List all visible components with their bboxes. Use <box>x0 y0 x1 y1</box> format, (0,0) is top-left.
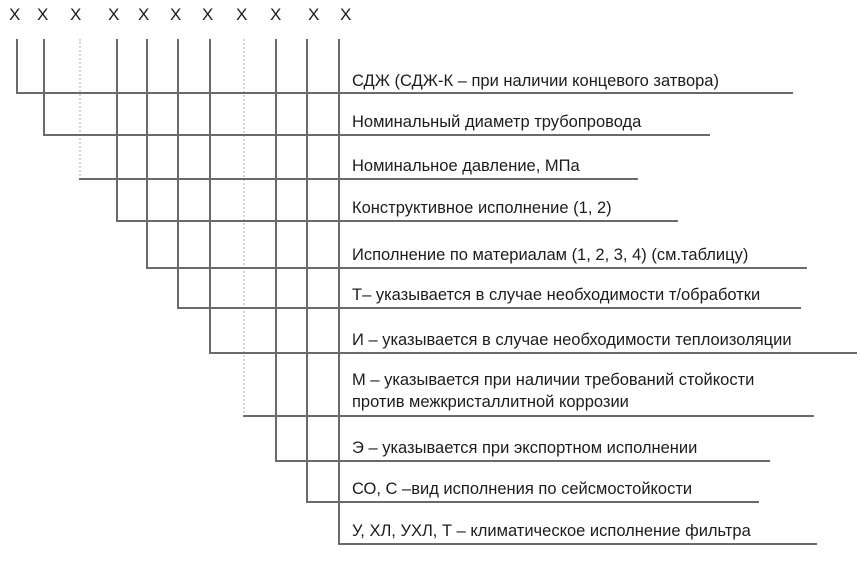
code-placeholder-4: Х <box>108 5 120 24</box>
row-label: Конструктивное исполнение (1, 2) <box>352 199 612 217</box>
row-underline <box>43 134 710 136</box>
code-placeholder-10: Х <box>308 5 320 24</box>
connector-vline-2 <box>43 39 45 136</box>
connector-vline-4 <box>116 39 118 222</box>
row-underline <box>209 352 857 354</box>
connector-vline-11 <box>338 39 340 545</box>
row-label: Номинальное давление, МПа <box>352 157 580 175</box>
row-underline <box>243 415 814 417</box>
connector-vline-9 <box>275 39 277 462</box>
connector-vline-6 <box>177 39 179 309</box>
row-label: У, ХЛ, УХЛ, Т – климатическое исполнение… <box>352 522 751 540</box>
row-underline <box>306 501 759 503</box>
row-underline <box>16 92 793 94</box>
connector-vline-10 <box>306 39 308 503</box>
code-placeholder-9: Х <box>270 5 282 24</box>
row-label: Номинальный диаметр трубопровода <box>352 113 642 131</box>
code-placeholder-7: Х <box>202 5 214 24</box>
code-placeholder-6: Х <box>170 5 182 24</box>
row-underline <box>116 220 678 222</box>
row-label: СО, С –вид исполнения по сейсмостойкости <box>352 480 693 498</box>
connector-vline-1 <box>16 39 18 94</box>
row-label: Исполнение по материалам (1, 2, 3, 4) (с… <box>352 246 749 264</box>
code-placeholder-3: Х <box>70 5 82 24</box>
connector-vline-5 <box>146 39 148 269</box>
code-placeholder-11: Х <box>340 5 352 24</box>
row-label: Э – указывается при экспортном исполнени… <box>352 439 698 457</box>
connector-vline-7 <box>209 39 211 354</box>
row-underline <box>338 543 817 545</box>
row-label: И – указывается в случае необходимости т… <box>352 331 792 349</box>
row-underline <box>275 460 770 462</box>
row-label-line-2: против межкристаллитной коррозии <box>352 393 629 411</box>
code-placeholder-2: Х <box>37 5 49 24</box>
row-underline <box>177 307 801 309</box>
row-label: Т– указывается в случае необходимости т/… <box>352 286 761 304</box>
code-placeholder-5: Х <box>138 5 150 24</box>
code-placeholder-8: Х <box>236 5 248 24</box>
row-label: М – указывается при наличии требований с… <box>352 369 822 413</box>
row-underline <box>146 267 807 269</box>
code-placeholder-1: Х <box>9 5 21 24</box>
row-label-line-1: М – указывается при наличии требований с… <box>352 371 755 389</box>
connector-vline-8 <box>243 39 245 417</box>
row-label: СДЖ (СДЖ-К – при наличии концевого затво… <box>352 72 719 90</box>
connector-vline-3 <box>79 39 81 180</box>
row-underline <box>79 178 638 180</box>
